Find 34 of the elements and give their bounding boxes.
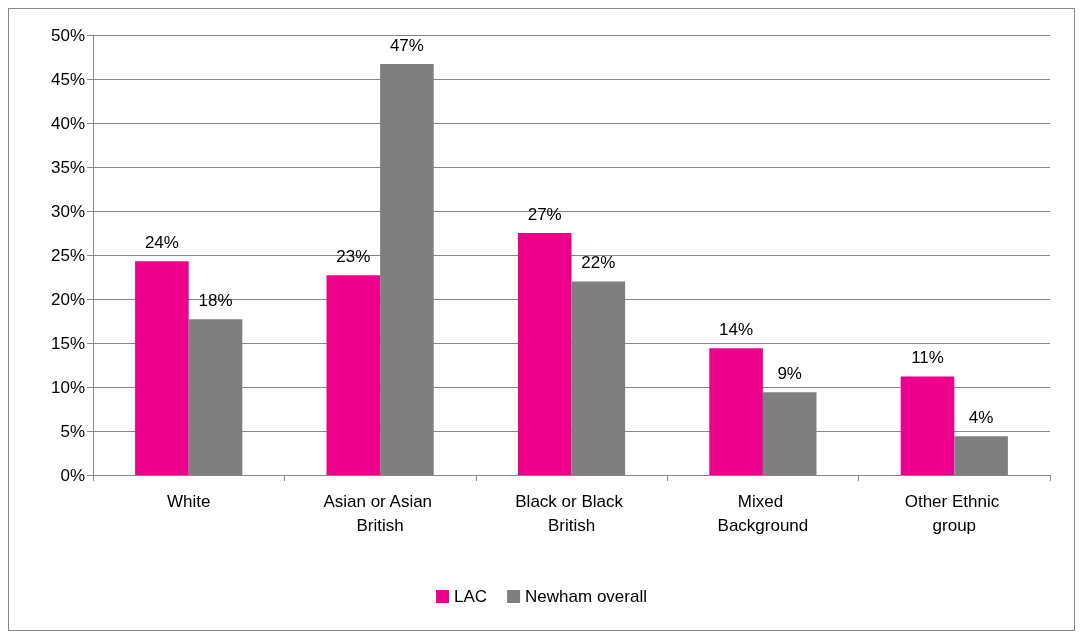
y-tick-label: 50% <box>50 25 85 45</box>
data-label: 23% <box>336 247 371 267</box>
y-tick-label: 30% <box>50 201 85 221</box>
x-tick-label: Mixed Background <box>717 491 809 535</box>
data-label: 18% <box>198 291 233 311</box>
y-tick-label: 20% <box>50 289 85 309</box>
y-tick-label: 5% <box>60 421 85 441</box>
legend-label: Newham overall <box>525 587 647 606</box>
x-tick-label: Asian or Asian British <box>323 491 437 535</box>
bar <box>135 261 189 475</box>
data-label: 14% <box>719 320 754 340</box>
x-tick-label: White <box>166 491 211 511</box>
data-label: 47% <box>389 36 424 56</box>
bar <box>326 275 381 475</box>
x-tick-label: Black or Black British <box>515 491 628 535</box>
data-label: 24% <box>144 233 179 253</box>
data-label: 22% <box>581 253 616 273</box>
data-label: 11% <box>911 348 944 368</box>
y-tick-label: 40% <box>50 113 85 133</box>
y-tick-label: 35% <box>50 157 85 177</box>
bar <box>517 233 572 475</box>
y-tick-label: 15% <box>50 333 85 353</box>
x-tick-label: Other Ethnic group <box>904 491 1004 535</box>
legend-label: LAC <box>454 587 488 606</box>
y-tick-label: 10% <box>50 377 85 397</box>
y-tick-label: 25% <box>50 245 85 265</box>
bar <box>900 376 955 475</box>
data-label: 27% <box>527 205 562 224</box>
y-tick-label: 0% <box>60 465 85 485</box>
y-tick-label: 45% <box>50 69 85 89</box>
data-label: 9% <box>777 364 802 384</box>
bar <box>709 348 763 475</box>
bar <box>954 436 1008 475</box>
data-label: 4% <box>968 408 994 428</box>
